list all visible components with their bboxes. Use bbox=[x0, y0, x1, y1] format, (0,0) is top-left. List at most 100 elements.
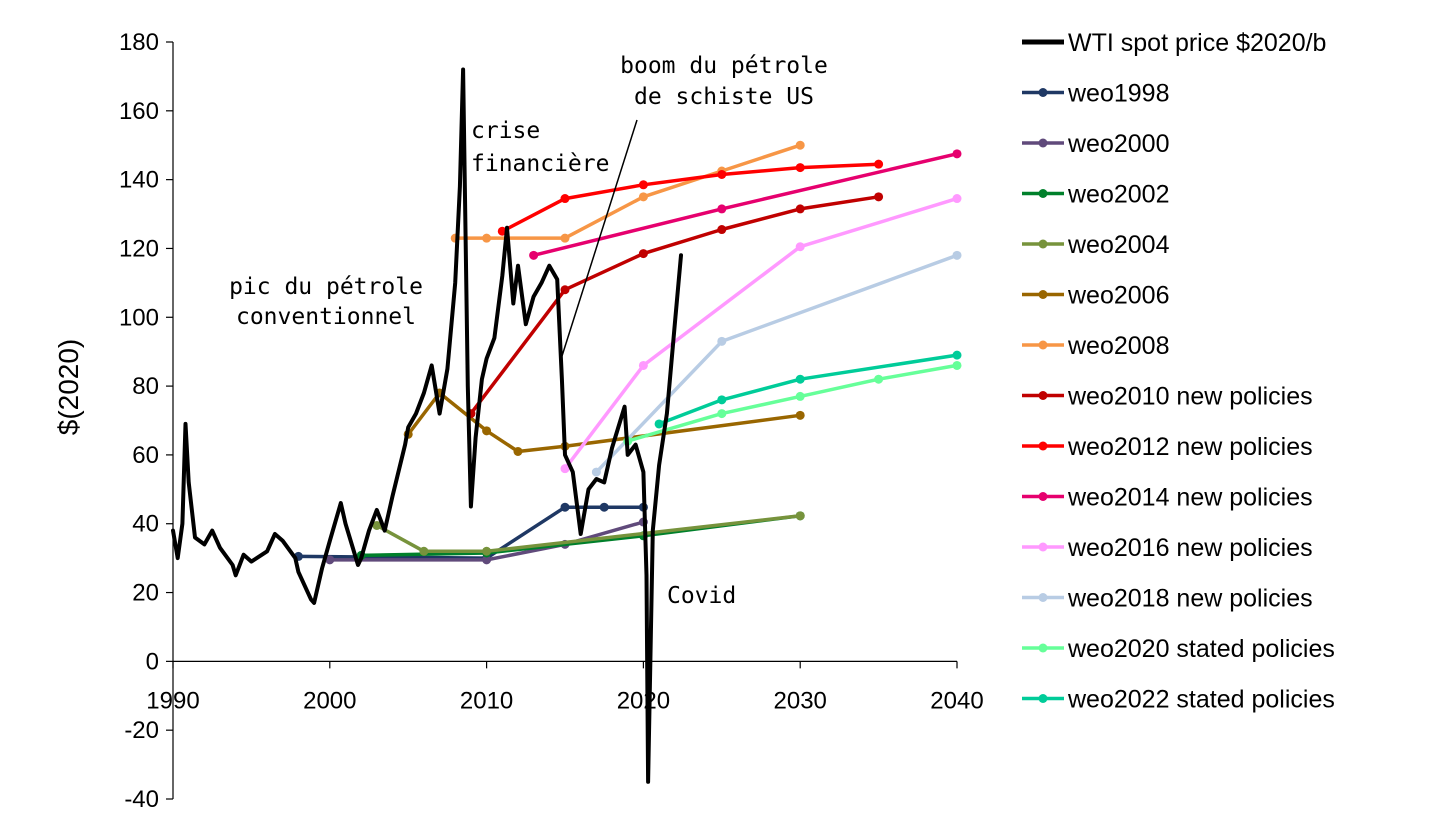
data-point bbox=[952, 250, 962, 260]
data-point bbox=[482, 555, 492, 565]
legend-marker bbox=[1038, 290, 1048, 299]
series-weo2006 bbox=[403, 388, 805, 456]
series-wti-spot-price-2020-b bbox=[171, 67, 683, 784]
series-line bbox=[625, 363, 959, 443]
annotation-text: pic du pétrole conventionnel bbox=[229, 274, 423, 330]
data-point bbox=[638, 180, 648, 190]
legend-item: weo2008 bbox=[1022, 332, 1169, 360]
x-tick-label: 2020 bbox=[617, 687, 670, 714]
legend-item: weo2014 new policies bbox=[1022, 484, 1313, 512]
data-point bbox=[795, 163, 805, 173]
legend-marker bbox=[1038, 643, 1048, 653]
y-tick-label: 60 bbox=[132, 442, 159, 469]
annotation-line: boom du pétrole bbox=[620, 53, 828, 79]
series-line bbox=[406, 391, 802, 454]
y-tick-label: 180 bbox=[119, 29, 159, 56]
data-point bbox=[482, 426, 492, 436]
data-point bbox=[717, 225, 727, 235]
legend-marker bbox=[1038, 542, 1048, 552]
data-point bbox=[482, 546, 492, 556]
legend: WTI spot price $2020/b weo1998 weo2000 weo2… bbox=[1022, 29, 1335, 714]
legend-item: weo2020 stated policies bbox=[1022, 635, 1335, 663]
series-line bbox=[453, 143, 802, 240]
data-point bbox=[952, 194, 962, 204]
legend-label: weo2002 bbox=[1067, 181, 1169, 209]
data-point bbox=[874, 192, 884, 202]
annotation-line: conventionnel bbox=[236, 304, 416, 330]
legend-label: weo2020 stated policies bbox=[1067, 635, 1335, 663]
legend-marker bbox=[1038, 340, 1048, 350]
legend-label: weo2022 stated policies bbox=[1067, 686, 1335, 714]
legend-label: weo2008 bbox=[1067, 332, 1169, 360]
legend-marker bbox=[1038, 391, 1048, 400]
legend-marker bbox=[1038, 441, 1048, 451]
y-tick-label: 0 bbox=[146, 648, 159, 675]
series-weo2010-new-policies bbox=[466, 192, 884, 419]
y-tick-label: 20 bbox=[132, 580, 159, 607]
series-weo2016-new-policies bbox=[560, 194, 962, 474]
data-point bbox=[560, 464, 570, 474]
series-weo2004 bbox=[372, 511, 805, 556]
legend-label: weo2006 bbox=[1067, 282, 1169, 310]
y-tick-label: 40 bbox=[132, 511, 159, 538]
legend-item: weo2010 new policies bbox=[1022, 383, 1313, 411]
legend-label: weo2018 new policies bbox=[1067, 585, 1313, 613]
x-tick-label: 1990 bbox=[146, 687, 199, 714]
annotation-text: Covid bbox=[667, 583, 736, 609]
legend-item: weo2022 stated policies bbox=[1022, 686, 1335, 714]
y-tick-label: 120 bbox=[119, 235, 159, 262]
x-tick-label: 2040 bbox=[930, 687, 983, 714]
y-tick-label: -40 bbox=[124, 786, 159, 813]
data-point bbox=[795, 410, 805, 420]
legend-marker bbox=[1038, 492, 1048, 501]
legend-label: weo2000 bbox=[1067, 130, 1169, 158]
annotation-line: Covid bbox=[667, 583, 736, 609]
annotation-line: pic du pétrole bbox=[229, 274, 423, 300]
data-point bbox=[372, 520, 382, 530]
data-point bbox=[717, 204, 727, 214]
data-point bbox=[482, 233, 492, 243]
data-point bbox=[795, 204, 805, 214]
series-line bbox=[500, 162, 881, 234]
series-weo2018-new-policies bbox=[591, 250, 962, 477]
data-point bbox=[560, 502, 570, 512]
legend-item: weo2006 bbox=[1022, 282, 1169, 310]
legend-label: WTI spot price $2020/b bbox=[1068, 29, 1326, 57]
data-point bbox=[560, 233, 570, 243]
data-point bbox=[874, 374, 884, 384]
data-point bbox=[952, 360, 962, 370]
legend-marker bbox=[1038, 694, 1048, 703]
series-line bbox=[563, 196, 959, 471]
legend-item: weo2000 bbox=[1022, 130, 1169, 158]
data-point bbox=[638, 192, 648, 202]
legend-label: weo2014 new policies bbox=[1067, 484, 1313, 512]
data-point bbox=[325, 555, 335, 565]
annotation-text: crise financière bbox=[471, 118, 609, 177]
series-line bbox=[469, 195, 881, 416]
annotations: pic du pétrole conventionnel crise financiè… bbox=[229, 53, 828, 609]
legend-marker bbox=[1038, 88, 1048, 97]
data-point bbox=[560, 194, 570, 204]
data-point bbox=[717, 169, 727, 179]
data-point bbox=[638, 360, 648, 370]
x-tick-label: 2030 bbox=[774, 687, 827, 714]
legend-item: WTI spot price $2020/b bbox=[1022, 29, 1326, 57]
annotation-pointer-line bbox=[561, 119, 638, 357]
legend-item: weo2004 bbox=[1022, 231, 1170, 259]
data-point bbox=[795, 511, 805, 521]
data-point bbox=[513, 446, 523, 456]
legend-marker bbox=[1038, 138, 1048, 148]
data-point bbox=[795, 374, 805, 384]
legend-item: weo1998 bbox=[1022, 80, 1169, 108]
y-tick-label: 80 bbox=[132, 373, 159, 400]
x-tick-label: 2000 bbox=[303, 687, 356, 714]
legend-item: weo2018 new policies bbox=[1022, 585, 1313, 613]
legend-item: weo2016 new policies bbox=[1022, 534, 1313, 562]
legend-item: weo2012 new policies bbox=[1022, 433, 1313, 461]
annotation-line: de schiste US bbox=[634, 84, 814, 110]
data-point bbox=[795, 391, 805, 401]
series-layer bbox=[171, 67, 962, 784]
data-point bbox=[599, 502, 609, 512]
x-tick-label: 2010 bbox=[460, 687, 513, 714]
